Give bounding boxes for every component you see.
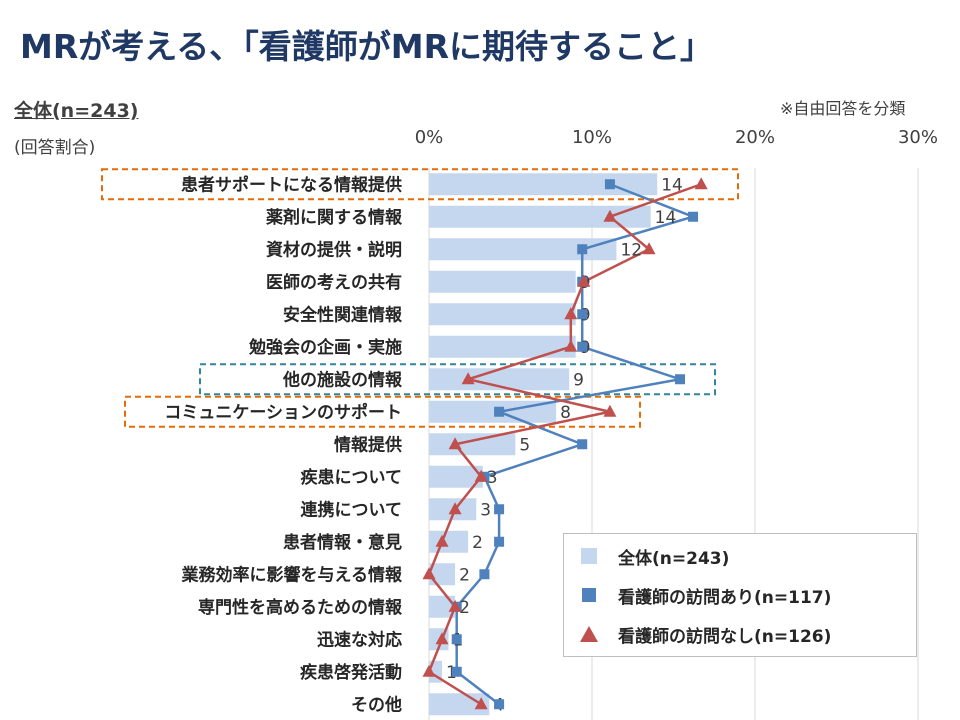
- data-label: 14: [655, 208, 677, 228]
- x-tick-label: 30%: [898, 127, 938, 148]
- legend-label-overall: 全体(n=243): [618, 548, 730, 569]
- data-label: 3: [487, 468, 498, 488]
- marker-visited: [451, 634, 462, 645]
- category-label: 情報提供: [334, 434, 402, 455]
- marker-visited: [494, 406, 505, 417]
- data-label: 3: [480, 500, 491, 520]
- legend-red-triangle-icon: [578, 623, 600, 645]
- x-tick-label: 0%: [415, 127, 444, 148]
- unit-note: (回答割合): [14, 138, 96, 158]
- bar: [429, 530, 469, 553]
- marker-not-visited: [603, 404, 617, 417]
- category-label: その他: [351, 694, 402, 715]
- bar: [429, 335, 576, 358]
- marker-not-visited: [474, 469, 488, 482]
- category-label: 薬剤に関する情報: [266, 207, 403, 228]
- bar: [429, 563, 456, 586]
- data-label: 1: [446, 663, 457, 683]
- marker-not-visited: [694, 177, 708, 190]
- marker-not-visited: [422, 567, 436, 580]
- legend-item-overall: 全体(n=243): [578, 541, 729, 571]
- marker-visited: [577, 439, 588, 450]
- highlight-box: [199, 363, 716, 396]
- data-label: 14: [661, 175, 683, 195]
- bar: [429, 433, 516, 456]
- marker-visited: [494, 699, 505, 710]
- marker-not-visited: [474, 697, 488, 710]
- marker-visited: [604, 179, 615, 190]
- marker-visited: [577, 341, 588, 352]
- marker-not-visited: [603, 209, 617, 222]
- data-label: 12: [620, 240, 642, 260]
- bar: [429, 270, 576, 293]
- legend-light-square-icon: [578, 545, 600, 567]
- marker-not-visited: [448, 502, 462, 515]
- marker-not-visited: [422, 664, 436, 677]
- highlight-box: [101, 168, 739, 201]
- marker-not-visited: [642, 242, 656, 255]
- category-label: 業務効率に影響を与える情報: [182, 564, 403, 585]
- highlight-box: [124, 395, 641, 428]
- source-note: ※自由回答を分類: [780, 99, 906, 118]
- data-label: 8: [560, 403, 571, 423]
- bar: [429, 465, 483, 488]
- marker-not-visited: [564, 339, 578, 352]
- bar: [429, 595, 456, 618]
- marker-visited: [577, 309, 588, 320]
- data-label: 9: [573, 370, 584, 390]
- x-tick-label: 20%: [735, 127, 775, 148]
- category-label: 安全性関連情報: [283, 304, 403, 325]
- marker-visited: [451, 666, 462, 677]
- x-tick-label: 10%: [572, 127, 612, 148]
- category-label: 患者サポートになる情報提供: [181, 174, 402, 195]
- data-label: 2: [459, 598, 470, 618]
- category-label: 患者情報・意見: [283, 532, 402, 553]
- marker-visited: [675, 374, 686, 385]
- legend-label-visited: 看護師の訪問あり(n=117): [618, 587, 832, 608]
- page-title: MRが考える、「看護師がMRに期待すること」: [20, 27, 714, 66]
- data-label: 2: [459, 565, 470, 585]
- category-label: 専門性を高めるための情報: [198, 597, 403, 618]
- category-label: 資材の提供・説明: [266, 239, 402, 260]
- bar: [429, 173, 658, 196]
- sample-size-label: 全体(n=243): [14, 100, 139, 122]
- marker-visited: [494, 504, 505, 515]
- marker-not-visited: [577, 274, 591, 287]
- data-label: 5: [519, 435, 530, 455]
- marker-not-visited: [448, 437, 462, 450]
- legend-item-visited: 看護師の訪問あり(n=117): [578, 580, 831, 610]
- marker-visited: [577, 244, 588, 255]
- marker-not-visited: [435, 632, 449, 645]
- marker-visited: [494, 536, 505, 547]
- category-label: 他の施設の情報: [282, 369, 403, 390]
- bar: [429, 368, 570, 391]
- marker-not-visited: [461, 372, 475, 385]
- marker-not-visited: [448, 599, 462, 612]
- marker-visited: [688, 211, 699, 222]
- bar: [429, 205, 651, 228]
- category-label: 連携について: [301, 499, 403, 520]
- marker-visited: [479, 569, 490, 580]
- category-label: 迅速な対応: [317, 629, 402, 650]
- category-label: 医師の考えの共有: [266, 272, 402, 293]
- category-label: 疾患について: [301, 467, 403, 488]
- category-label: 勉強会の企画・実施: [248, 337, 402, 358]
- category-label: 疾患啓発活動: [300, 662, 402, 683]
- bar: [429, 303, 576, 326]
- bar: [429, 238, 617, 261]
- legend-label-not-visited: 看護師の訪問なし(n=126): [618, 626, 832, 647]
- marker-not-visited: [435, 534, 449, 547]
- category-label: コミュニケーションのサポート: [164, 402, 402, 423]
- marker-not-visited: [564, 307, 578, 320]
- chart-legend: 全体(n=243) 看護師の訪問あり(n=117) 看護師の訪問なし(n=126…: [563, 533, 917, 657]
- data-label: 2: [472, 533, 483, 553]
- legend-item-not-visited: 看護師の訪問なし(n=126): [578, 619, 831, 649]
- legend-blue-square-icon: [578, 584, 600, 606]
